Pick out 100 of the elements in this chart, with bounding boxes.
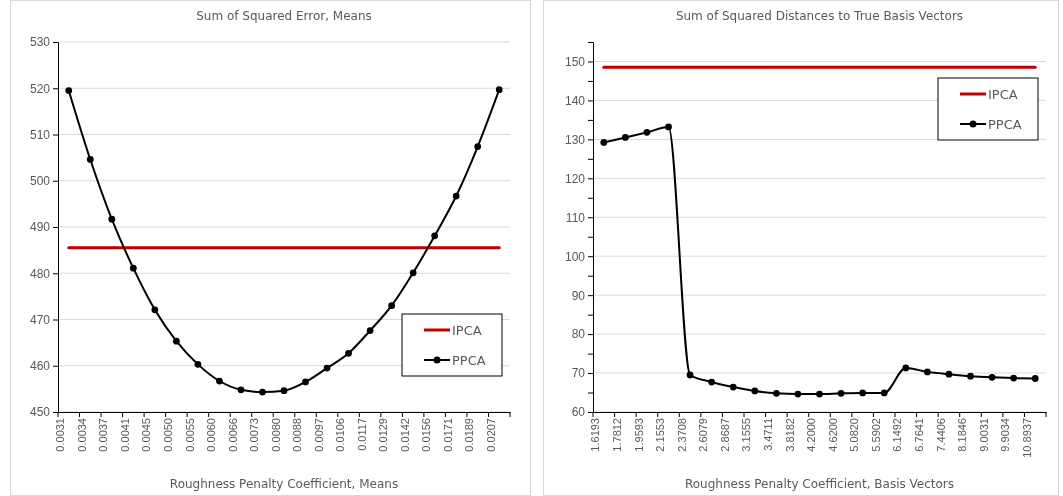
x-tick-label: 0.0045 bbox=[140, 418, 153, 452]
y-tick-label: 140 bbox=[564, 93, 586, 108]
x-tick-label: 2.1553 bbox=[654, 418, 667, 452]
point bbox=[280, 387, 288, 395]
y-tick-label: 80 bbox=[571, 327, 586, 342]
x-tick-label: 0.0117 bbox=[355, 418, 368, 451]
x-tick-label: 0.0037 bbox=[97, 418, 110, 452]
point bbox=[859, 389, 867, 397]
x-tick-label: 1.9593 bbox=[632, 418, 645, 452]
x-tick-label: 6.1492 bbox=[891, 418, 904, 452]
x-tick-label: 0.0041 bbox=[118, 418, 131, 452]
point bbox=[431, 232, 439, 240]
point bbox=[323, 364, 331, 372]
point bbox=[194, 360, 202, 368]
x-tick-label: 9.9034 bbox=[999, 418, 1012, 452]
point bbox=[409, 269, 417, 277]
x-tick-label: 0.0156 bbox=[420, 418, 433, 452]
point bbox=[345, 349, 352, 357]
x-tick-label: 0.0088 bbox=[291, 418, 304, 452]
point bbox=[216, 377, 223, 385]
point bbox=[452, 192, 460, 200]
point bbox=[837, 389, 845, 397]
y-tick-label: 490 bbox=[29, 220, 51, 235]
legend-label: PPCA bbox=[452, 353, 486, 368]
point bbox=[129, 264, 137, 272]
point bbox=[600, 139, 608, 146]
y-tick-label: 500 bbox=[29, 174, 51, 189]
x-tick-label: 5.5902 bbox=[869, 418, 882, 452]
x-tick-label: 7.4406 bbox=[934, 418, 947, 452]
point bbox=[708, 378, 716, 386]
x-tick-label: 8.1846 bbox=[956, 418, 969, 452]
x-tick-label: 0.0050 bbox=[161, 418, 174, 452]
legend-label: IPCA bbox=[452, 323, 482, 338]
x-tick-label: 1.7812 bbox=[610, 418, 623, 452]
y-tick-label: 60 bbox=[571, 405, 586, 420]
y-tick-label: 480 bbox=[29, 266, 51, 281]
x-tick-label: 0.0171 bbox=[441, 418, 454, 452]
x-tick-label: 0.0142 bbox=[398, 418, 411, 452]
x-tick-label: 0.0060 bbox=[205, 418, 218, 452]
point bbox=[988, 373, 996, 381]
point bbox=[151, 306, 159, 314]
y-tick-label: 70 bbox=[571, 366, 586, 381]
x-tick-label: 0.0207 bbox=[484, 418, 497, 452]
point bbox=[923, 368, 931, 376]
x-tick-label: 1.6193 bbox=[589, 418, 602, 452]
point bbox=[880, 389, 888, 397]
x-tick-label: 5.0820 bbox=[848, 418, 861, 452]
chart-title: Sum of Squared Error, Means bbox=[196, 9, 372, 23]
point bbox=[665, 123, 672, 131]
x-tick-label: 6.7641 bbox=[912, 418, 925, 452]
y-tick-label: 510 bbox=[29, 127, 51, 142]
point bbox=[1010, 374, 1018, 382]
point bbox=[388, 302, 395, 309]
x-tick-label: 9.0031 bbox=[977, 418, 990, 452]
point bbox=[474, 143, 482, 150]
x-tick-label: 3.4711 bbox=[761, 418, 774, 451]
legend-label: IPCA bbox=[988, 87, 1018, 102]
legend-label: PPCA bbox=[988, 117, 1022, 132]
y-tick-label: 470 bbox=[29, 312, 51, 327]
x-tick-label: 0.0066 bbox=[226, 418, 239, 452]
x-tick-label: 0.0097 bbox=[312, 418, 325, 452]
point bbox=[816, 390, 823, 398]
x-tick-label: 0.0073 bbox=[248, 418, 261, 452]
y-tick-label: 120 bbox=[564, 171, 586, 186]
x-axis-title: Roughness Penalty Coefficient, Basis Vectors bbox=[684, 477, 955, 491]
y-tick-label: 460 bbox=[29, 359, 51, 374]
x-tick-label: 10.8937 bbox=[1020, 418, 1033, 458]
point bbox=[1031, 375, 1039, 382]
point bbox=[686, 371, 694, 379]
point bbox=[967, 372, 974, 380]
x-tick-label: 0.0080 bbox=[269, 418, 282, 452]
x-axis-title: Roughness Penalty Coefficient, Means bbox=[169, 477, 399, 491]
point bbox=[86, 156, 94, 163]
x-tick-label: 4.6200 bbox=[826, 418, 839, 452]
point bbox=[729, 383, 737, 391]
y-tick-label: 450 bbox=[29, 405, 51, 420]
x-tick-label: 2.8687 bbox=[718, 418, 731, 452]
point bbox=[302, 378, 309, 386]
point bbox=[173, 337, 180, 345]
point bbox=[259, 388, 266, 396]
x-tick-label: 3.1555 bbox=[740, 418, 753, 452]
y-tick-label: 150 bbox=[564, 54, 586, 69]
point bbox=[495, 86, 503, 94]
x-tick-label: 0.0055 bbox=[183, 418, 196, 452]
x-tick-label: 0.0031 bbox=[54, 418, 67, 452]
point bbox=[751, 387, 759, 395]
point bbox=[643, 128, 651, 136]
x-tick-label: 2.6079 bbox=[697, 418, 710, 452]
point bbox=[902, 364, 910, 372]
y-tick-label: 520 bbox=[29, 81, 51, 96]
chart-title: Sum of Squared Distances to True Basis Vectors bbox=[675, 9, 964, 23]
point bbox=[108, 215, 116, 223]
point bbox=[65, 87, 73, 94]
point bbox=[794, 390, 802, 398]
point bbox=[621, 134, 629, 141]
x-tick-label: 0.0129 bbox=[377, 418, 390, 452]
x-tick-label: 0.0189 bbox=[463, 418, 476, 452]
x-tick-label: 3.8182 bbox=[783, 418, 796, 452]
point bbox=[237, 386, 245, 394]
point bbox=[945, 370, 953, 378]
